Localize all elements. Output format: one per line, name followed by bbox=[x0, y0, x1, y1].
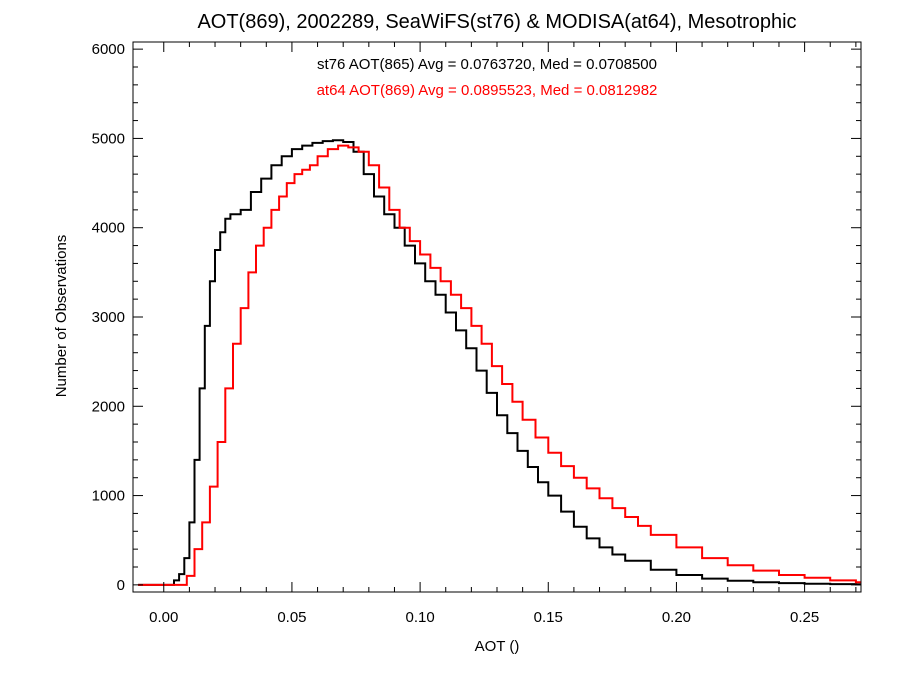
y-tick-label: 0 bbox=[117, 577, 125, 594]
x-tick-label: 0.15 bbox=[534, 609, 563, 626]
y-tick-label: 1000 bbox=[92, 488, 125, 505]
x-tick-label: 0.20 bbox=[662, 609, 691, 626]
y-tick-label: 4000 bbox=[92, 220, 125, 237]
y-axis-label: Number of Observations bbox=[53, 235, 70, 398]
x-axis-label: AOT () bbox=[475, 638, 520, 655]
x-tick-label: 0.00 bbox=[149, 609, 178, 626]
series-layer bbox=[138, 139, 861, 586]
annotation-at64: at64 AOT(869) Avg = 0.0895523, Med = 0.0… bbox=[317, 82, 658, 99]
x-tick-label: 0.05 bbox=[277, 609, 306, 626]
axes-layer: 0.00 0.05 0.10 0.15 0.20 0.25 0 1000 2000 3000 400… bbox=[92, 41, 862, 626]
series-0-line bbox=[138, 139, 861, 586]
y-tick-label: 6000 bbox=[92, 41, 125, 58]
y-tick-label: 3000 bbox=[92, 309, 125, 326]
series-1-line bbox=[138, 144, 861, 586]
x-tick-label: 0.10 bbox=[405, 609, 434, 626]
x-tick-label: 0.25 bbox=[790, 609, 819, 626]
y-tick-label: 5000 bbox=[92, 130, 125, 147]
plot-frame bbox=[132, 41, 862, 593]
y-tick-label: 2000 bbox=[92, 398, 125, 415]
annotation-st76: st76 AOT(865) Avg = 0.0763720, Med = 0.0… bbox=[317, 56, 657, 73]
chart-title: AOT(869), 2002289, SeaWiFS(st76) & MODIS… bbox=[197, 11, 796, 33]
